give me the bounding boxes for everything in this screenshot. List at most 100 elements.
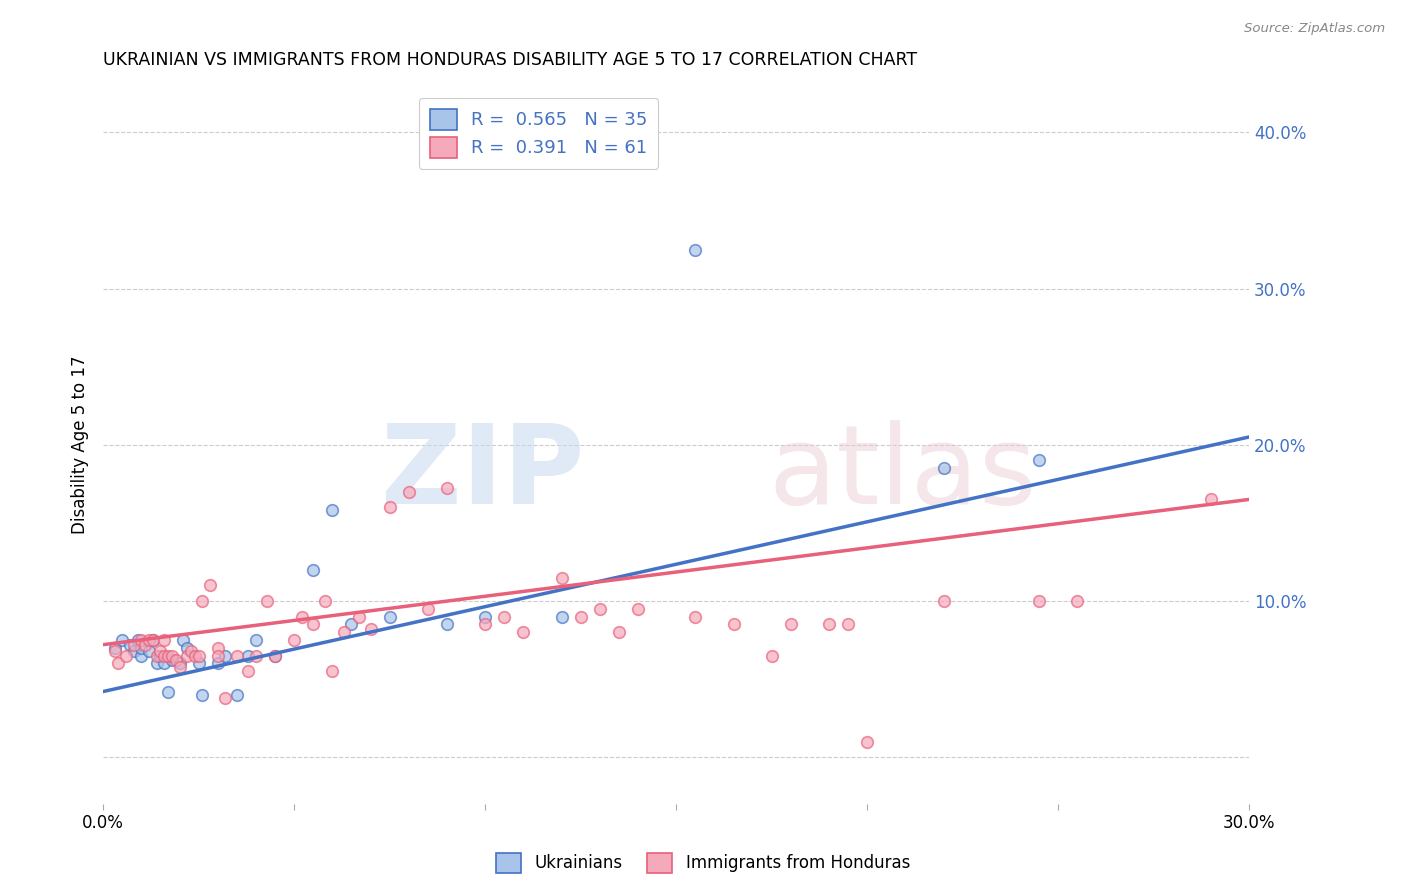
Point: [550, 609, 572, 624]
Point: [333, 625, 356, 640]
Point: [550, 570, 572, 584]
Point: [779, 617, 801, 632]
Point: [314, 594, 336, 608]
Point: [169, 659, 191, 673]
Point: [153, 632, 176, 647]
Point: [172, 632, 194, 647]
Point: [198, 578, 221, 592]
Point: [122, 644, 145, 658]
Point: [589, 601, 612, 615]
Text: UKRAINIAN VS IMMIGRANTS FROM HONDURAS DISABILITY AGE 5 TO 17 CORRELATION CHART: UKRAINIAN VS IMMIGRANTS FROM HONDURAS DI…: [103, 51, 917, 69]
Point: [512, 625, 534, 640]
Point: [107, 657, 129, 671]
Point: [627, 601, 650, 615]
Point: [160, 653, 183, 667]
Point: [127, 632, 149, 647]
Point: [245, 648, 267, 663]
Point: [207, 648, 229, 663]
Point: [191, 594, 214, 608]
Point: [131, 632, 153, 647]
Point: [1028, 453, 1050, 467]
Point: [149, 644, 172, 658]
Point: [856, 734, 879, 748]
Point: [214, 690, 236, 705]
Point: [157, 648, 180, 663]
Point: [187, 657, 209, 671]
Point: [321, 503, 343, 517]
Point: [153, 648, 176, 663]
Point: [180, 644, 202, 658]
Point: [176, 640, 198, 655]
Point: [283, 632, 305, 647]
Point: [131, 640, 153, 655]
Point: [436, 482, 458, 496]
Point: [134, 638, 156, 652]
Point: [238, 664, 260, 678]
Point: [153, 657, 176, 671]
Point: [569, 609, 592, 624]
Point: [302, 617, 325, 632]
Legend: Ukrainians, Immigrants from Honduras: Ukrainians, Immigrants from Honduras: [489, 847, 917, 880]
Point: [378, 609, 401, 624]
Point: [264, 648, 287, 663]
Point: [340, 617, 363, 632]
Point: [1028, 594, 1050, 608]
Point: [302, 563, 325, 577]
Point: [115, 648, 138, 663]
Point: [416, 601, 439, 615]
Point: [685, 243, 707, 257]
Text: ZIP: ZIP: [381, 420, 585, 527]
Point: [207, 657, 229, 671]
Point: [837, 617, 859, 632]
Point: [474, 617, 496, 632]
Point: [104, 640, 127, 655]
Point: [256, 594, 278, 608]
Point: [932, 461, 955, 475]
Point: [118, 638, 141, 652]
Point: [474, 609, 496, 624]
Point: [398, 484, 420, 499]
Text: Source: ZipAtlas.com: Source: ZipAtlas.com: [1244, 22, 1385, 36]
Point: [225, 648, 247, 663]
Point: [214, 648, 236, 663]
Text: atlas: atlas: [768, 420, 1036, 527]
Point: [145, 648, 167, 663]
Point: [494, 609, 516, 624]
Point: [157, 684, 180, 698]
Point: [145, 657, 167, 671]
Point: [176, 648, 198, 663]
Point: [207, 640, 229, 655]
Point: [932, 594, 955, 608]
Point: [160, 648, 183, 663]
Point: [607, 625, 630, 640]
Point: [1066, 594, 1088, 608]
Y-axis label: Disability Age 5 to 17: Disability Age 5 to 17: [72, 356, 89, 534]
Point: [165, 653, 187, 667]
Point: [321, 664, 343, 678]
Point: [723, 617, 745, 632]
Point: [360, 622, 382, 636]
Point: [347, 609, 370, 624]
Legend: R =  0.565   N = 35, R =  0.391   N = 61: R = 0.565 N = 35, R = 0.391 N = 61: [419, 98, 658, 169]
Point: [378, 500, 401, 515]
Point: [184, 648, 207, 663]
Point: [104, 644, 127, 658]
Point: [245, 632, 267, 647]
Point: [818, 617, 841, 632]
Point: [142, 632, 165, 647]
Point: [111, 632, 134, 647]
Point: [1199, 492, 1222, 507]
Point: [291, 609, 314, 624]
Point: [169, 657, 191, 671]
Point: [238, 648, 260, 663]
Point: [187, 648, 209, 663]
Point: [685, 609, 707, 624]
Point: [149, 648, 172, 663]
Point: [225, 688, 247, 702]
Point: [138, 632, 160, 647]
Point: [122, 638, 145, 652]
Point: [131, 648, 153, 663]
Point: [264, 648, 287, 663]
Point: [142, 632, 165, 647]
Point: [138, 644, 160, 658]
